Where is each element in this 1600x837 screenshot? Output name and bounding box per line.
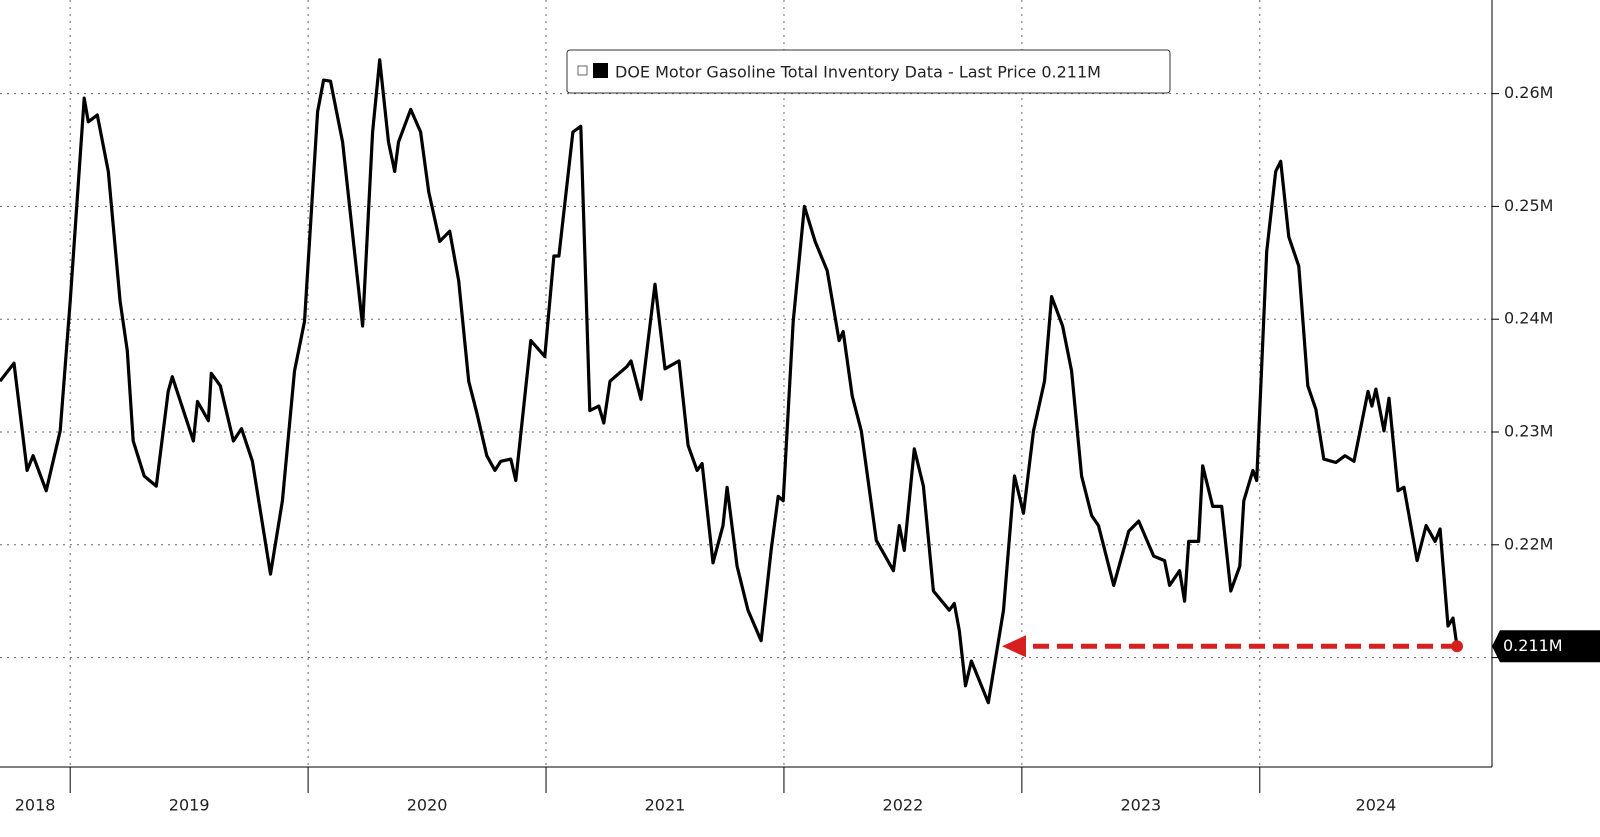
x-tick-label: 2021 bbox=[645, 796, 686, 815]
x-tick-label: 2022 bbox=[883, 796, 924, 815]
arrow-head bbox=[1002, 635, 1026, 658]
last-price-text: 0.211M bbox=[1503, 636, 1563, 655]
y-tick-label: 0.24M bbox=[1504, 309, 1553, 328]
line bbox=[0, 58, 1459, 705]
last-point bbox=[1451, 640, 1464, 653]
x-tick-label: 2018 bbox=[15, 796, 56, 815]
y-tick-label: 0.25M bbox=[1504, 196, 1553, 215]
legend-text: DOE Motor Gasoline Total Inventory Data … bbox=[615, 63, 1101, 82]
legend-expander bbox=[577, 65, 588, 76]
legend-box bbox=[566, 49, 1171, 94]
y-tick-label: 0.22M bbox=[1504, 534, 1553, 553]
x-tick-label: 2019 bbox=[169, 796, 210, 815]
y-tick-label: 0.23M bbox=[1504, 422, 1553, 441]
y-tick-label: 0.26M bbox=[1504, 83, 1553, 102]
last-price-box bbox=[1492, 630, 1600, 663]
x-tick-label: 2024 bbox=[1356, 796, 1397, 815]
x-tick-label: 2020 bbox=[407, 796, 448, 815]
x-tick-label: 2023 bbox=[1120, 796, 1161, 815]
last-price-label: 0.211M bbox=[1492, 630, 1600, 663]
legend-swatch bbox=[593, 63, 608, 78]
